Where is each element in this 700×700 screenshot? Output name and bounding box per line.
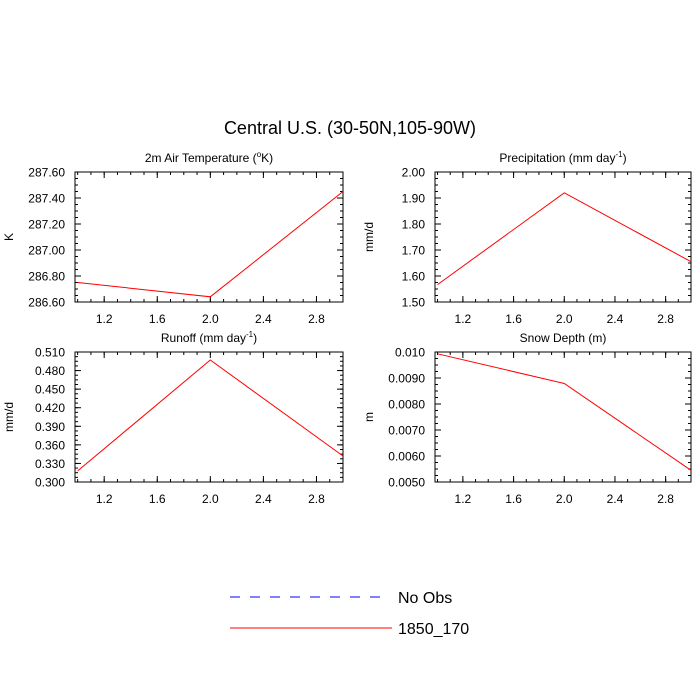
x-tick-label: 2.4 (607, 492, 624, 506)
x-tick-label: 1.6 (149, 312, 166, 326)
panel-title-text: K) (261, 151, 273, 165)
y-tick-label: 1.80 (402, 218, 426, 232)
y-tick-label: 287.00 (28, 244, 65, 258)
y-tick-label: 0.450 (35, 383, 65, 397)
x-tick-label: 2.0 (202, 312, 219, 326)
panels: 1.2 1.6 2.0 2.4 2.8 286.60 286.80 287.00 287.20 2… (2, 150, 692, 506)
panel-runoff: 1.2 1.6 2.0 2.4 2.8 0.300 0.330 0.360 0.390 0.420… (2, 330, 344, 506)
panel-air-temperature: 1.2 1.6 2.0 2.4 2.8 286.60 286.80 287.00 287.20 2… (2, 150, 344, 326)
x-tick-label: 2.0 (556, 492, 573, 506)
panel-title: Runoff (mm day-1) (161, 330, 257, 345)
legend: No Obs 1850_170 (230, 590, 469, 638)
x-tick-label: 2.8 (657, 492, 674, 506)
x-tick-label: 1.2 (96, 492, 113, 506)
panel-snow-depth: 1.2 1.6 2.0 2.4 2.8 0.0050 0.0060 0.0070 0.0080 0… (362, 331, 692, 506)
y-tick-label: 0.0050 (388, 476, 425, 490)
y-tick-label: 0.0090 (388, 372, 425, 386)
x-tick-label: 2.4 (607, 312, 624, 326)
x-tick-label: 1.2 (455, 312, 472, 326)
panel-title-text: ) (623, 151, 627, 165)
y-tick-label: 0.390 (35, 420, 65, 434)
x-tick-label: 1.2 (96, 312, 113, 326)
series-line-runoff (77, 359, 344, 472)
series-line-air-temperature (77, 191, 344, 298)
y-tick-label: 1.60 (402, 270, 426, 284)
y-axis-label: mm/d (2, 402, 16, 432)
x-tick-label: 1.2 (455, 492, 472, 506)
x-tick-label: 2.4 (255, 312, 272, 326)
y-tick-label: 287.60 (28, 166, 65, 180)
panel-title-text: 2m Air Temperature ( (145, 151, 257, 165)
series-line-snow-depth (437, 353, 692, 471)
y-tick-label: 0.330 (35, 457, 65, 471)
legend-label-1850-170: 1850_170 (398, 621, 469, 638)
y-tick-label: 0.010 (395, 346, 425, 360)
panel-title-superscript: -1 (615, 150, 623, 159)
x-tick-label: 2.8 (657, 312, 674, 326)
y-tick-label: 286.60 (28, 296, 65, 310)
y-tick-label: 0.480 (35, 364, 65, 378)
x-tick-label: 2.0 (556, 312, 573, 326)
y-tick-label: 0.0070 (388, 424, 425, 438)
y-tick-label: 2.00 (402, 166, 426, 180)
panel-title-text: Runoff (mm day (161, 331, 246, 345)
x-tick-label: 2.0 (202, 492, 219, 506)
x-tick-label: 1.6 (149, 492, 166, 506)
y-tick-label: 0.0060 (388, 450, 425, 464)
panel-title-superscript: o (257, 150, 262, 159)
y-axis-label: K (2, 233, 16, 241)
figure-title: Central U.S. (30-50N,105-90W) (224, 118, 476, 138)
panel-title-text: ) (253, 331, 257, 345)
y-tick-label: 0.420 (35, 401, 65, 415)
y-tick-label: 287.20 (28, 218, 65, 232)
x-tick-label: 1.6 (505, 312, 522, 326)
y-tick-label: 1.50 (402, 296, 426, 310)
x-tick-label: 2.8 (308, 312, 325, 326)
y-tick-label: 0.300 (35, 476, 65, 490)
y-tick-label: 1.70 (402, 244, 426, 258)
y-tick-label: 287.40 (28, 192, 65, 206)
y-tick-label: 0.0080 (388, 398, 425, 412)
y-tick-label: 286.80 (28, 270, 65, 284)
y-tick-label: 0.360 (35, 438, 65, 452)
panel-title-text: Snow Depth (m) (520, 331, 607, 345)
y-tick-label: 1.90 (402, 192, 426, 206)
panel-title: Precipitation (mm day-1) (499, 150, 626, 165)
y-axis-label: m (362, 412, 376, 422)
legend-label-no-obs: No Obs (398, 590, 452, 607)
x-tick-label: 2.4 (255, 492, 272, 506)
panel-title: Snow Depth (m) (520, 331, 607, 345)
y-tick-label: 0.510 (35, 346, 65, 360)
panel-precipitation: 1.2 1.6 2.0 2.4 2.8 1.50 1.60 1.70 1.80 1.90 2.00 m… (362, 150, 692, 326)
panel-title: 2m Air Temperature (oK) (145, 150, 273, 165)
series-line-precipitation (437, 192, 692, 286)
panel-title-superscript: -1 (246, 330, 254, 339)
x-tick-label: 2.8 (308, 492, 325, 506)
x-tick-label: 1.6 (505, 492, 522, 506)
panel-title-text: Precipitation (mm day (499, 151, 615, 165)
y-axis-label: mm/d (362, 222, 376, 252)
